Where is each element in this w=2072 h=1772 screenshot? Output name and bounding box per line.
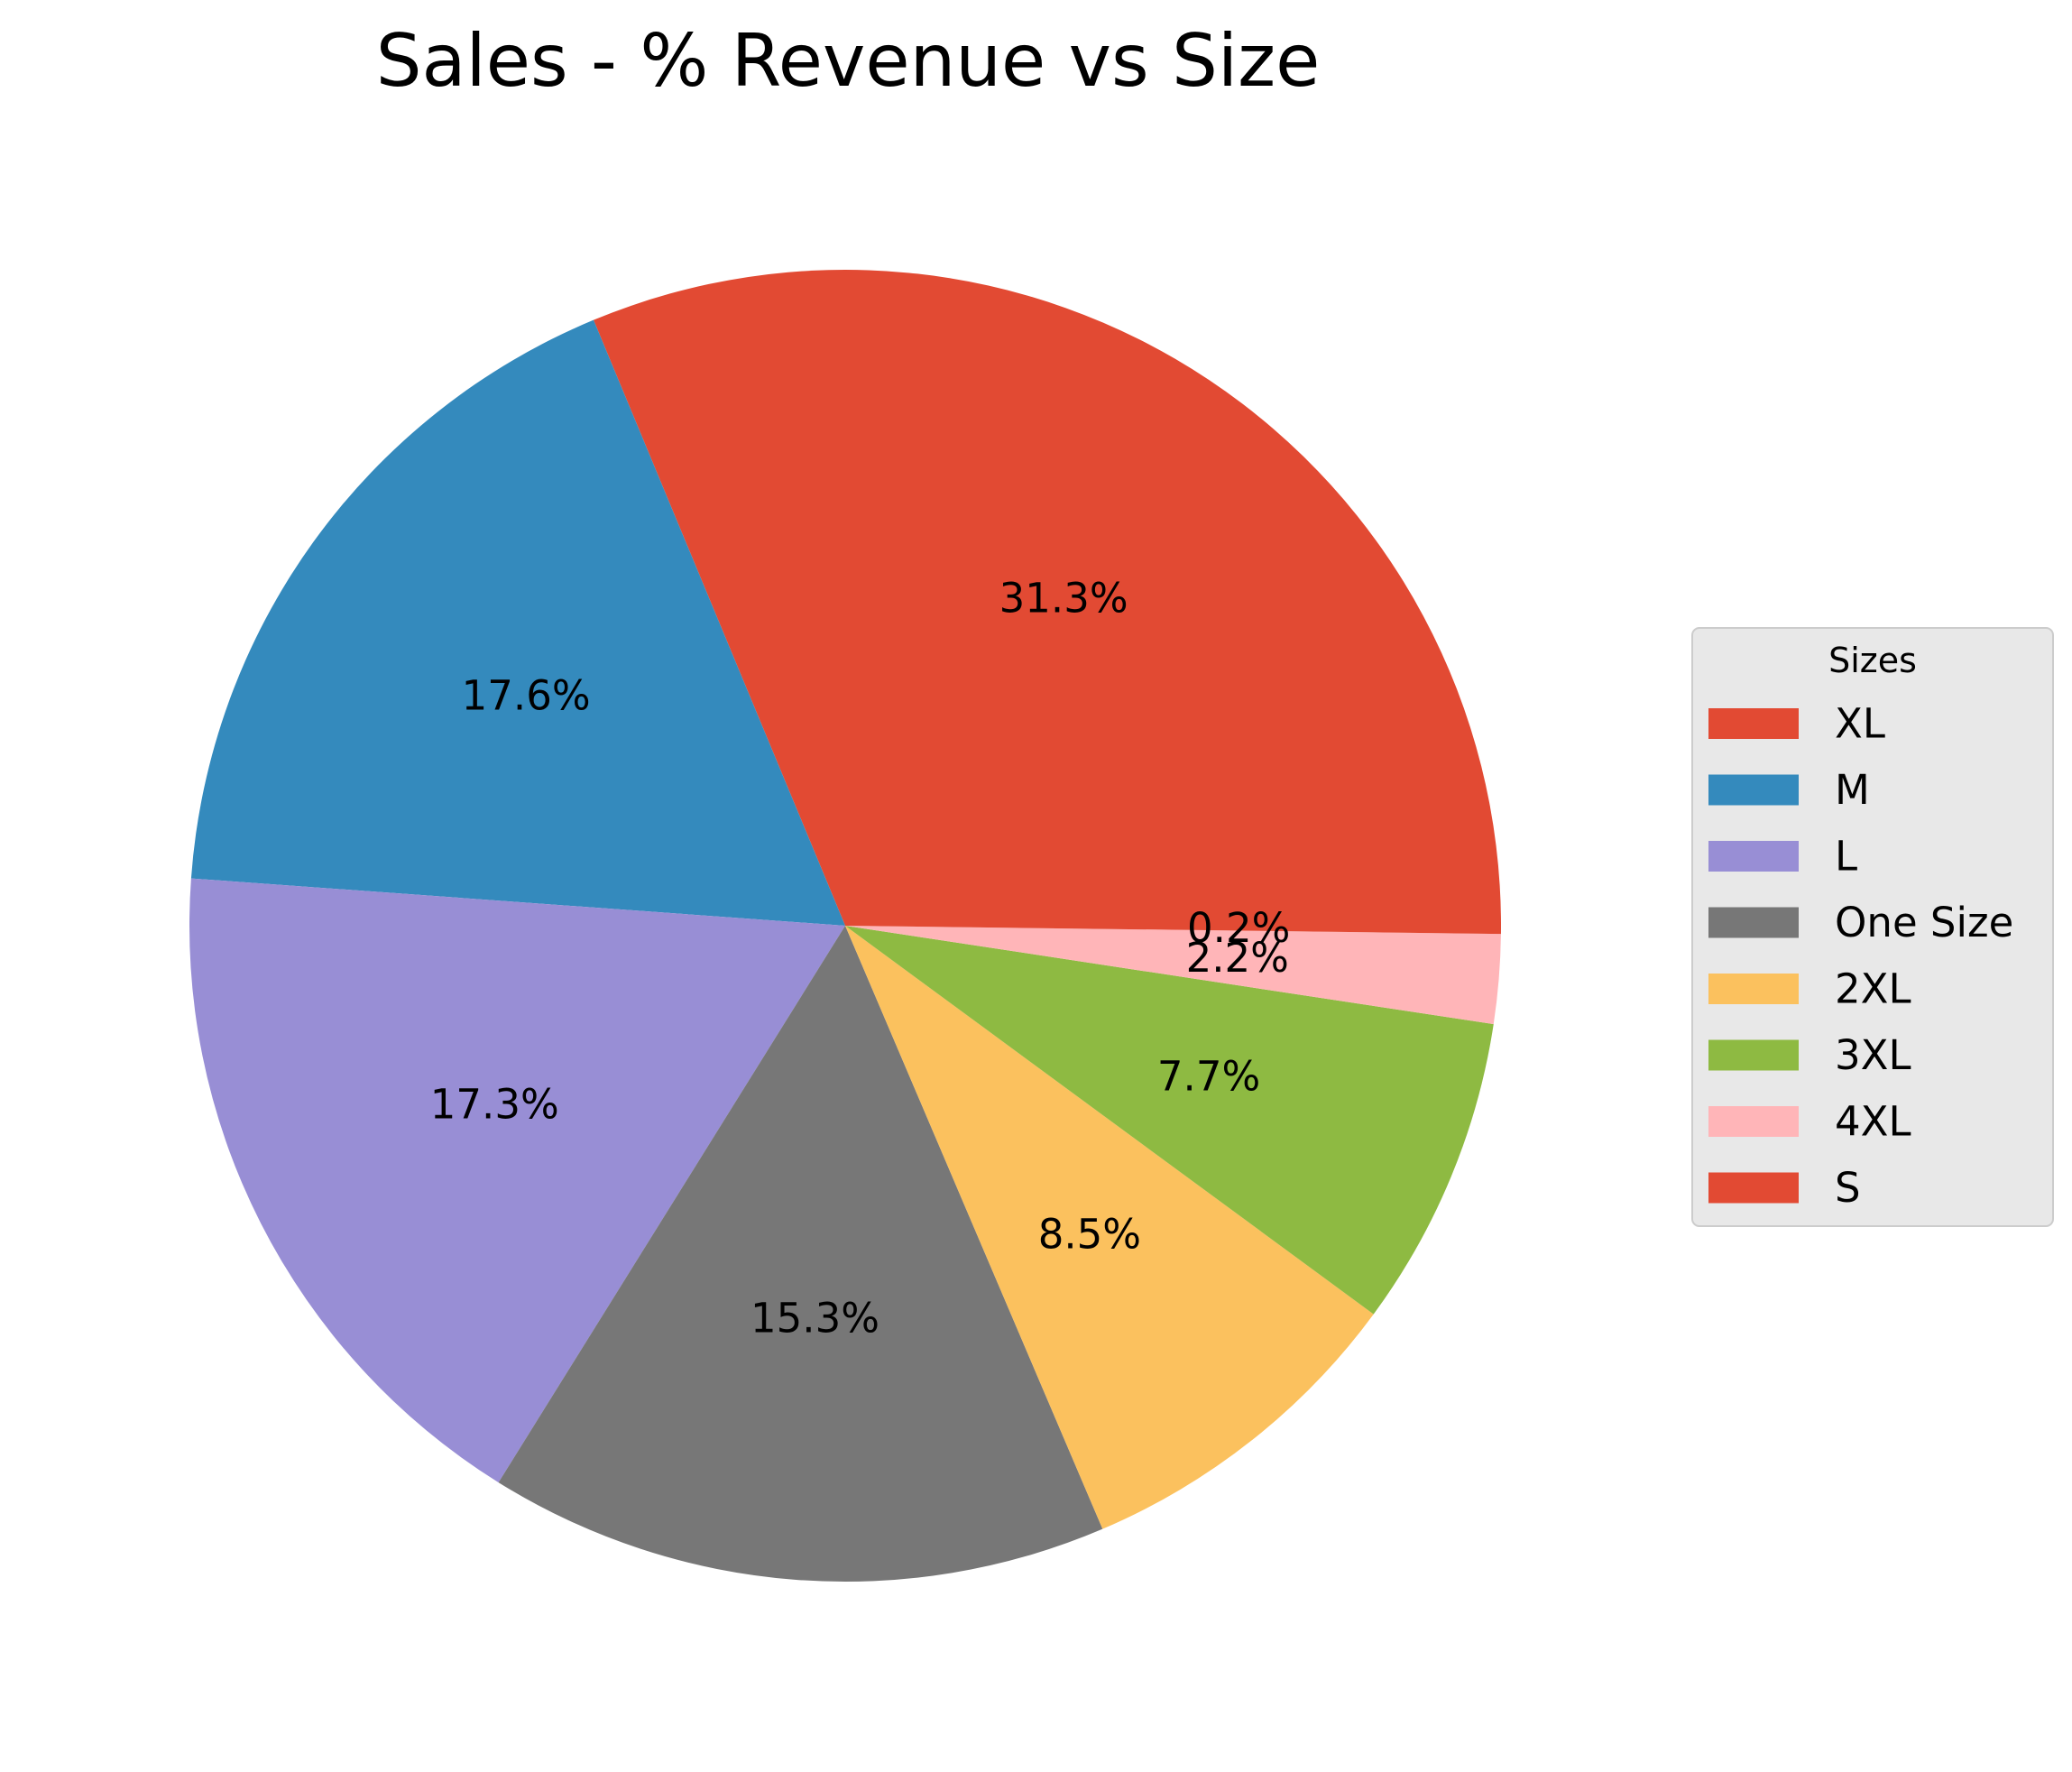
pie-slices [189, 269, 1501, 1583]
pie-data-label-xl: 31.3% [999, 575, 1128, 623]
pie-data-labels: 31.3% 17.6% 17.3% 15.3% 8.5% 7.7% 2.2%0.2% [430, 575, 1291, 1343]
legend-label-l: L [1835, 833, 1857, 881]
legend-label-one-size: One Size [1835, 899, 2013, 946]
legend-swatch-l [1708, 841, 1799, 872]
pie-data-label-3xl: 7.7% [1157, 1052, 1260, 1100]
legend-label-s: S [1835, 1164, 1861, 1212]
pie-data-label-l: 17.3% [430, 1080, 559, 1128]
legend-swatch-one-size [1708, 907, 1799, 938]
pie-slice-xl [593, 269, 1501, 926]
legend-label-4xl: 4XL [1835, 1098, 1911, 1146]
pie-data-label-2xl: 8.5% [1038, 1210, 1141, 1258]
legend-items: XL ML One Size 2XL 3XL 4XL S [1708, 700, 2013, 1212]
pie-slice-one-size [498, 926, 1103, 1583]
legend-label-2xl: 2XL [1835, 965, 1911, 1013]
legend-swatch-s [1708, 1172, 1799, 1204]
legend-swatch-m [1708, 774, 1799, 806]
pie-data-label-one-size: 15.3% [751, 1294, 879, 1342]
legend-label-m: M [1835, 766, 1870, 814]
pie-data-label-m: 17.6% [462, 671, 591, 719]
pie-slice-l [189, 878, 845, 1483]
pie-slice-2xl [845, 926, 1374, 1529]
pie-slice-4xl [845, 926, 1501, 1025]
legend-swatch-xl [1708, 708, 1799, 739]
legend-swatch-3xl [1708, 1039, 1799, 1071]
legend-label-xl: XL [1835, 700, 1885, 748]
chart-title: Sales - % Revenue vs Size [376, 19, 1321, 103]
pie-slice-s [845, 926, 1501, 935]
pie-data-label-s: 0.2% [1187, 904, 1290, 952]
legend: Sizes XL ML One Size 2XL 3XL 4XL S [1691, 627, 2054, 1227]
pie-slice-m [190, 319, 845, 926]
pie-data-label-4xl: 2.2% [1186, 934, 1289, 982]
legend-swatch-2xl [1708, 974, 1799, 1004]
legend-title: Sizes [1828, 641, 1917, 680]
pie-slice-3xl [845, 926, 1494, 1315]
legend-label-3xl: 3XL [1835, 1031, 1911, 1079]
legend-swatch-4xl [1708, 1106, 1799, 1137]
